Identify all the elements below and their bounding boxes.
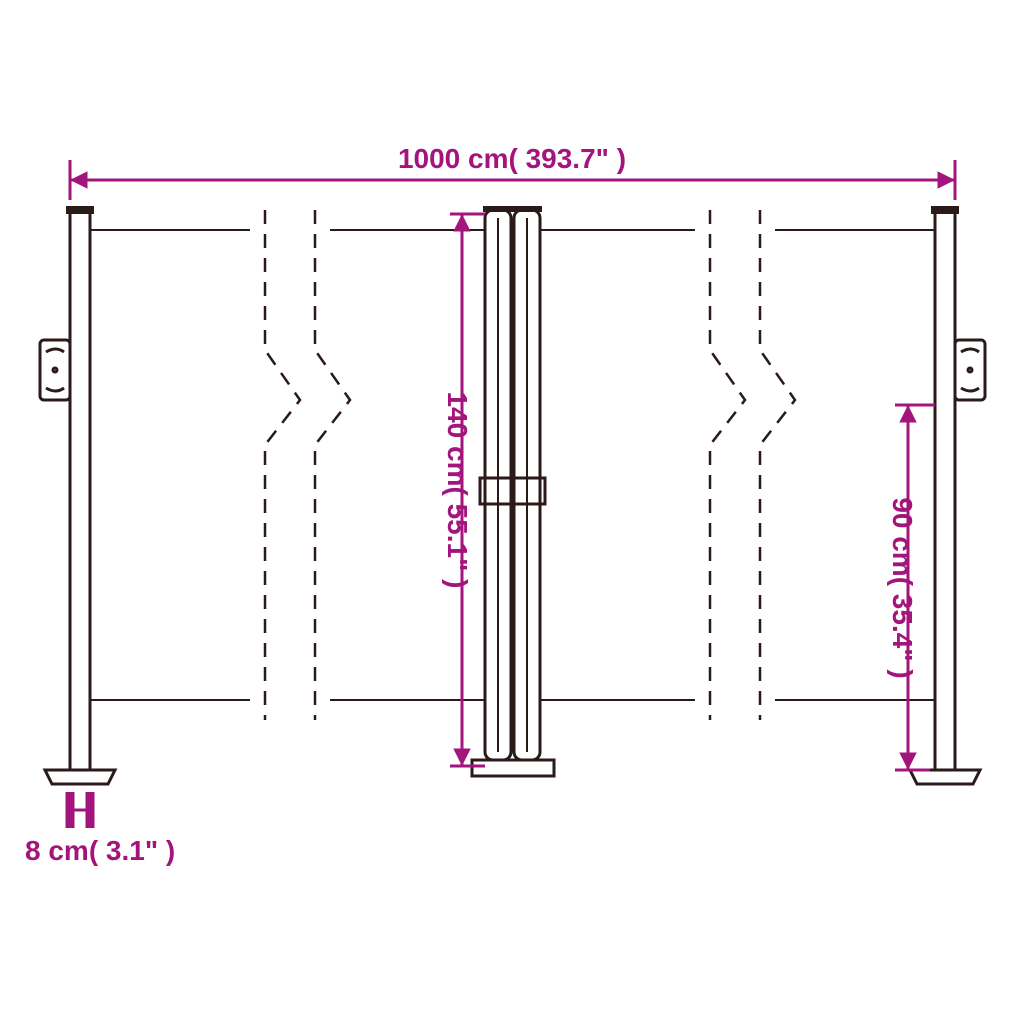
dim-post-height: 90 cm( 35.4" ) (887, 405, 935, 770)
dim-full-height-label: 140 cm( 55.1" ) (442, 392, 473, 589)
dim-post-width-label: 8 cm( 3.1" ) (25, 835, 175, 866)
left-handle (40, 340, 70, 400)
dimension-diagram: 1000 cm( 393.7" ) (0, 0, 1024, 1024)
dim-total-width-label: 1000 cm( 393.7" ) (398, 143, 626, 174)
right-post (910, 206, 985, 784)
left-post (40, 206, 115, 784)
dim-post-width: 8 cm( 3.1" ) (25, 795, 175, 866)
dim-post-height-label: 90 cm( 35.4" ) (887, 497, 918, 678)
product-outline (40, 206, 985, 784)
center-cassette (472, 206, 554, 776)
right-handle (955, 340, 985, 400)
dim-total-width: 1000 cm( 393.7" ) (70, 143, 955, 200)
